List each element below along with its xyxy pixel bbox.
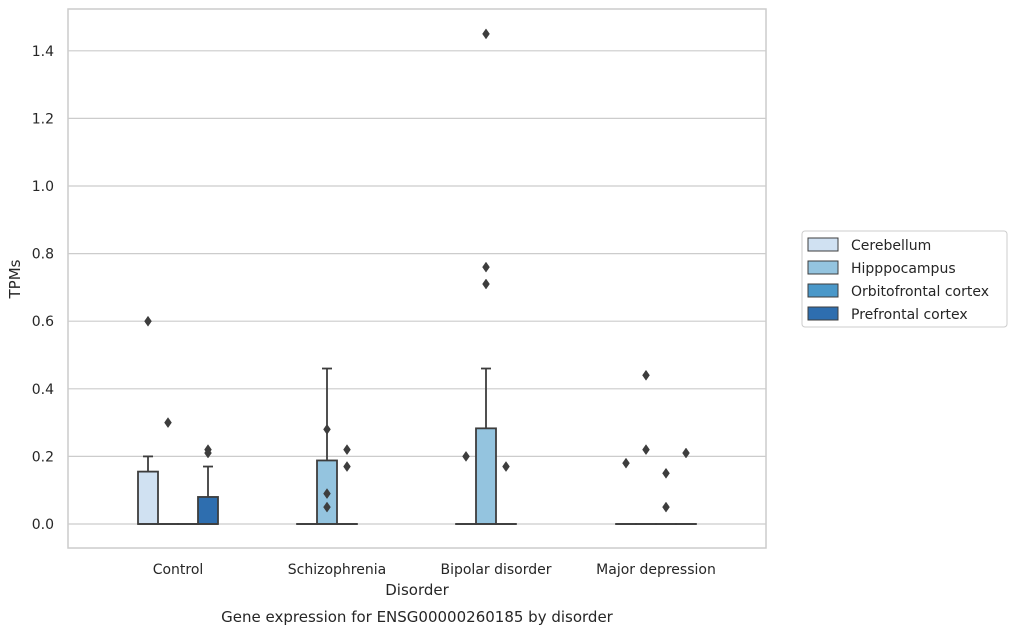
- y-tick-labels: 0.0 0.2 0.4 0.6 0.8 1.0 1.2 1.4: [32, 44, 54, 533]
- outlier-point: [662, 467, 670, 479]
- outlier-point: [323, 501, 331, 513]
- x-tick-labels: Control Schizophrenia Bipolar disorder Majo…: [153, 562, 716, 578]
- plot-frame: [67, 8, 767, 549]
- y-tick-label: 0.8: [32, 247, 54, 263]
- outlier-point: [343, 461, 351, 472]
- y-tick-label: 0.2: [32, 449, 54, 465]
- x-tick-label: Schizophrenia: [288, 562, 386, 578]
- box: [137, 470, 159, 525]
- series-cerebellum: [137, 315, 637, 525]
- legend-label: Hipppocampus: [851, 261, 956, 277]
- legend: Cerebellum Hipppocampus Orbitofrontal cort…: [801, 230, 1008, 328]
- y-tick-label: 0.4: [32, 382, 54, 398]
- outlier-point: [462, 450, 470, 462]
- x-tick-label: Major depression: [596, 562, 716, 578]
- legend-swatch: [807, 237, 839, 252]
- legend-label: Cerebellum: [851, 238, 931, 254]
- series-prefrontal-cortex: [197, 444, 697, 525]
- box: [475, 427, 497, 525]
- outlier-point: [622, 457, 630, 469]
- plot-area: [137, 28, 697, 525]
- outlier-point: [323, 423, 331, 435]
- y-tick-label: 0.0: [32, 517, 54, 533]
- y-axis-label: TPMs: [6, 259, 24, 299]
- outlier-point: [482, 261, 490, 273]
- outlier-point: [323, 488, 331, 500]
- legend-label: Prefrontal cortex: [851, 307, 968, 323]
- outlier-point: [682, 447, 690, 459]
- outlier-point: [642, 369, 650, 381]
- series-orbitofrontal-cortex: [177, 444, 677, 525]
- outlier-point: [482, 28, 490, 40]
- outlier-point: [164, 417, 172, 429]
- x-tick-label: Control: [153, 562, 204, 578]
- outlier-point: [343, 444, 351, 456]
- legend-swatch: [807, 306, 839, 321]
- y-tick-label: 1.4: [32, 44, 54, 60]
- series-hipppocampus: [157, 28, 657, 525]
- outlier-point: [662, 501, 670, 513]
- outlier-point: [642, 444, 650, 456]
- outlier-point: [502, 461, 510, 472]
- legend-frame: [801, 230, 1008, 328]
- legend-label: Orbitofrontal cortex: [851, 284, 989, 300]
- legend-swatch: [807, 283, 839, 298]
- y-tick-label: 1.0: [32, 179, 54, 195]
- outlier-point: [204, 447, 212, 459]
- grid-lines: [68, 50, 766, 525]
- box: [197, 496, 219, 525]
- y-tick-label: 0.6: [32, 314, 54, 330]
- x-tick-label: Bipolar disorder: [440, 562, 551, 578]
- legend-swatch: [807, 260, 839, 275]
- chart-title: Gene expression for ENSG00000260185 by d…: [221, 608, 614, 626]
- outlier-point: [482, 278, 490, 290]
- x-axis-label: Disorder: [385, 581, 449, 599]
- outlier-point: [144, 315, 152, 327]
- y-tick-label: 1.2: [32, 111, 54, 127]
